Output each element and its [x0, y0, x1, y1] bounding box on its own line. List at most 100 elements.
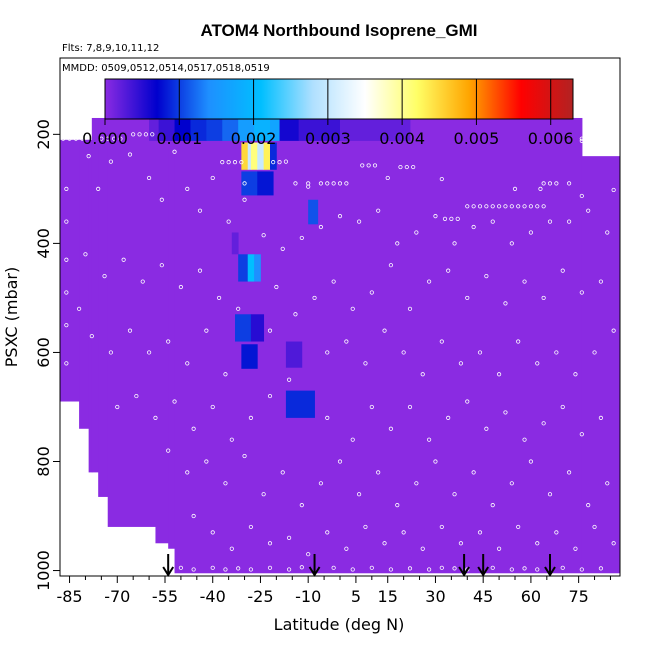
obs-marker [452, 241, 457, 246]
obs-marker [344, 546, 349, 551]
obs-marker [566, 219, 572, 224]
heat-cell [149, 117, 160, 141]
heat-cell [206, 117, 223, 141]
obs-marker [369, 404, 374, 410]
y-tick-label: 600 [34, 337, 53, 368]
obs-marker [185, 470, 190, 475]
obs-marker [372, 163, 378, 168]
heat-cell [257, 171, 274, 196]
colorbar-gradient [104, 78, 574, 120]
obs-marker [426, 279, 432, 284]
obs-marker [509, 481, 514, 486]
obs-marker [598, 415, 604, 420]
obs-marker [395, 503, 400, 508]
obs-marker [579, 290, 584, 295]
obs-marker [277, 160, 282, 165]
obs-marker [541, 204, 546, 209]
obs-marker [325, 350, 330, 355]
obs-marker [337, 459, 343, 464]
obs-marker [86, 154, 91, 159]
obs-marker [280, 246, 285, 251]
coverage-column [98, 117, 109, 497]
y-axis-label: PSXC (mbar) [2, 267, 21, 367]
colorbar-ticks: 0.000 0.001 0.002 0.003 0.004 0.005 0.006 [82, 79, 574, 148]
obs-marker [331, 279, 336, 284]
obs-marker [509, 204, 514, 209]
obs-marker [242, 453, 247, 459]
obs-marker [76, 306, 82, 311]
colorbar-tick-label: 0.002 [231, 129, 277, 148]
obs-marker [239, 160, 244, 165]
coverage-column [107, 117, 157, 527]
coverage-column [88, 139, 93, 473]
heat-cell [285, 390, 315, 418]
heat-cell [340, 117, 411, 141]
obs-marker [191, 513, 196, 519]
heat-cell [241, 344, 258, 369]
coverage-column [174, 117, 583, 574]
obs-marker [484, 204, 489, 209]
colorbar-tick-label: 0.006 [528, 129, 574, 148]
colorbar-tick-label: 0.005 [454, 129, 500, 148]
obs-marker [509, 241, 514, 246]
heat-cell [235, 314, 252, 342]
obs-marker [439, 176, 444, 182]
x-tick-label: 5 [351, 587, 361, 606]
obs-marker [350, 437, 355, 442]
obs-marker [439, 524, 444, 530]
obs-marker [449, 216, 454, 221]
heat-cell [254, 254, 261, 282]
obs-marker [566, 470, 572, 475]
obs-marker [229, 437, 234, 442]
obs-marker [535, 541, 540, 546]
obs-marker [439, 565, 444, 570]
obs-marker [131, 132, 136, 137]
obs-marker [611, 328, 616, 333]
obs-marker [331, 565, 336, 570]
obs-marker [611, 187, 616, 193]
obs-marker [356, 492, 362, 497]
obs-marker [312, 295, 317, 301]
flights-note: Flts: 7,8,9,10,11,12 [62, 43, 159, 54]
coverage-column [155, 117, 169, 544]
obs-marker [178, 284, 184, 290]
obs-marker [159, 263, 164, 268]
obs-marker [477, 204, 483, 209]
flight-arrow [458, 554, 470, 577]
obs-marker [471, 224, 476, 230]
coverage-column [168, 117, 176, 549]
obs-marker [286, 377, 292, 382]
obs-marker [484, 274, 489, 279]
flight-arrow [308, 554, 321, 577]
obs-marker [407, 404, 413, 410]
x-tick-label: -55 [152, 587, 178, 606]
heat-cell [241, 171, 258, 196]
obs-marker [586, 138, 591, 143]
obs-marker [426, 567, 432, 572]
obs-marker [592, 524, 597, 530]
heat-cell [222, 117, 239, 141]
obs-marker [127, 152, 133, 157]
obs-marker [83, 252, 88, 257]
obs-marker [344, 339, 349, 344]
obs-marker [204, 459, 209, 464]
obs-marker [522, 566, 527, 571]
obs-marker [579, 432, 584, 437]
obs-marker [414, 481, 419, 486]
flight-arrow [162, 554, 175, 577]
obs-marker [560, 404, 565, 410]
heat-cell [247, 142, 252, 170]
obs-marker [248, 567, 254, 572]
obs-marker [67, 136, 72, 141]
obs-marker [376, 470, 381, 475]
obs-marker [102, 274, 107, 279]
obs-marker [210, 565, 215, 570]
obs-marker [73, 136, 79, 141]
obs-marker [401, 350, 406, 355]
obs-marker [115, 404, 120, 410]
colorbar-tick-label: 0.004 [379, 129, 425, 148]
y-axis: 200 400 600 800 1000 [34, 119, 60, 591]
colorbar-tick-label: 0.003 [305, 129, 351, 148]
obs-marker [153, 415, 158, 420]
